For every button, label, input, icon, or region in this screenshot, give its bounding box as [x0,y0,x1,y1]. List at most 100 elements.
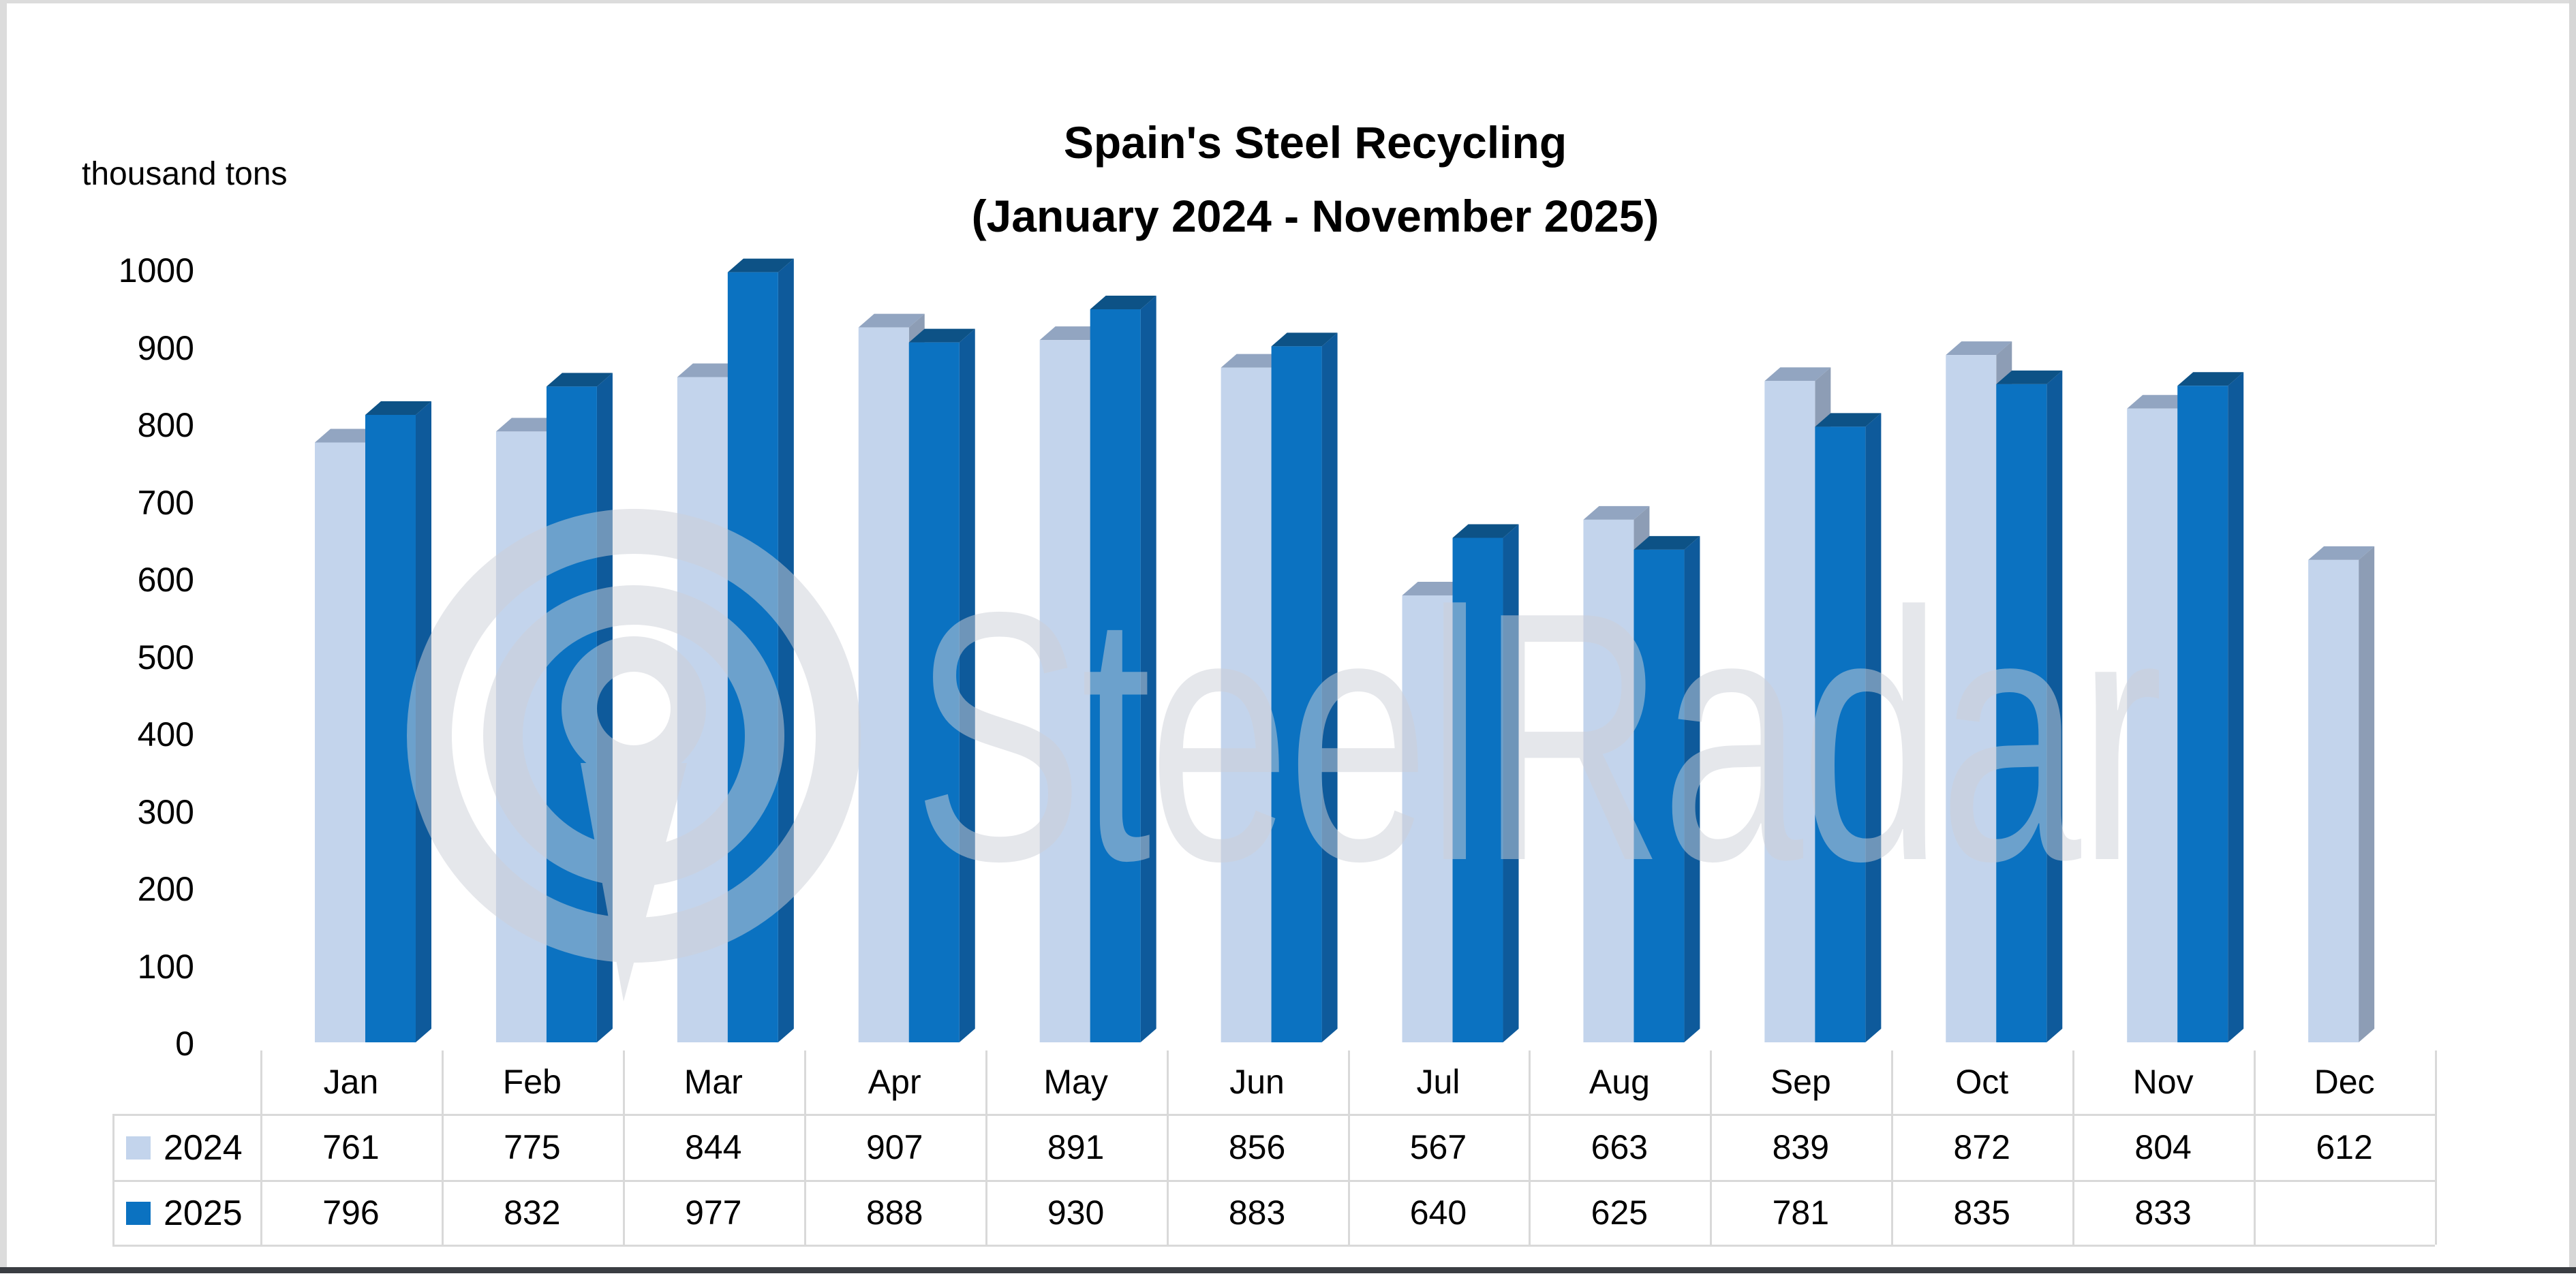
value-2024-feb: 775 [504,1128,561,1166]
month-header-oct: Oct [1955,1063,2009,1101]
bar-2024-nov-top [2127,394,2194,409]
table-grid-line [2435,1051,2438,1245]
bar-2025-apr-top [908,328,975,343]
value-2025-aug: 625 [1591,1194,1649,1232]
y-tick-label-500: 500 [137,638,194,676]
chart-title-line2: (January 2024 - November 2025) [971,191,1659,241]
bar-2024-dec-top [2308,546,2375,560]
bar-2025-oct-front [1996,384,2047,1042]
value-2024-dec: 612 [2316,1128,2373,1166]
table-grid-line [1529,1051,1531,1245]
table-grid-line [260,1051,262,1245]
bar-2025-jun-top [1271,332,1338,347]
bar-2025-apr-side [959,328,975,1043]
legend-swatch-2025 [126,1202,151,1225]
table-grid-line [1710,1051,1713,1245]
bar-2024-dec-side [2359,546,2375,1042]
chart-title: Spain's Steel Recycling (January 2024 - … [0,106,2576,253]
bar-2025-aug-side [1684,535,1700,1042]
bar-2025-may-top [1090,295,1156,309]
month-header-jul: Jul [1416,1063,1460,1101]
legend-swatch-2024 [126,1136,151,1160]
bar-2024-aug-top [1583,505,1650,520]
bar-2025-sep-front [1815,426,1866,1042]
month-header-nov: Nov [2132,1063,2194,1101]
bar-2024-dec-front [2308,559,2359,1042]
bar-2025-jan-top [365,401,431,416]
bar-2025-jul-side [1503,524,1519,1042]
bar-2024-apr-top [858,313,925,328]
value-2025-mar: 977 [685,1194,742,1232]
bar-2024-jun-top [1221,354,1287,368]
value-2025-apr: 888 [865,1194,923,1232]
value-2025-feb: 832 [504,1194,561,1232]
y-tick-label-0: 0 [175,1025,194,1063]
table-grid-line [112,1114,2436,1116]
y-tick-label-900: 900 [137,328,194,367]
frame-border-left [0,0,7,1269]
bar-2025-sep-side [1865,413,1882,1042]
value-2024-mar: 844 [685,1128,742,1166]
bar-2025-may-side [1140,295,1156,1042]
month-header-jan: Jan [323,1063,379,1101]
table-grid-line [2254,1051,2256,1245]
table-grid-line [1166,1051,1169,1245]
bar-2024-jun-front [1221,367,1272,1042]
bar-2025-may-front [1090,309,1141,1042]
bar-2024-sep-top [1764,367,1831,382]
bar-2025-nov-top [2177,372,2244,386]
value-2024-jan: 761 [322,1128,380,1166]
month-header-apr: Apr [868,1063,921,1101]
bar-2024-oct-top [1946,341,2012,356]
table-grid-line [112,1180,2436,1182]
value-2024-oct: 872 [1953,1128,2010,1166]
frame-border-right [2569,0,2576,1269]
table-grid-line [441,1051,444,1245]
bar-2025-jul-top [1452,524,1519,538]
month-header-aug: Aug [1589,1063,1650,1101]
y-tick-label-400: 400 [137,715,194,753]
bar-2025-oct-top [1996,370,2063,384]
bar-2025-nov-side [2228,372,2244,1042]
month-header-mar: Mar [684,1063,743,1101]
value-2025-nov: 833 [2134,1194,2192,1232]
bar-2024-jul-top [1402,581,1469,595]
table-grid-line [112,1114,114,1245]
y-tick-label-200: 200 [137,870,194,908]
value-2024-may: 891 [1047,1128,1105,1166]
bar-2024-oct-front [1946,355,1997,1042]
month-header-jun: Jun [1229,1063,1285,1101]
value-2025-sep: 781 [1772,1194,1830,1232]
table-grid-line [1347,1051,1350,1245]
frame-border-top [0,0,2576,3]
value-2025-jan: 796 [322,1194,380,1232]
bar-2024-nov-front [2127,408,2178,1042]
table-grid-line [622,1051,625,1245]
month-header-may: May [1043,1063,1108,1101]
y-axis-unit-label: thousand tons [82,156,288,192]
value-2025-oct: 835 [1953,1194,2010,1232]
bar-2025-feb-top [546,373,613,387]
bar-2024-jan-front [315,442,365,1042]
value-2024-apr: 907 [865,1128,923,1166]
bar-2025-jun-front [1271,346,1322,1042]
chart-title-line1: Spain's Steel Recycling [1063,117,1567,168]
frame-border-bottom [0,1267,2576,1273]
table-grid-line [2072,1051,2075,1245]
month-header-feb: Feb [502,1063,562,1101]
bar-2025-oct-side [2046,370,2063,1042]
legend-label-2024: 2024 [164,1128,243,1168]
bar-2025-aug-front [1634,549,1685,1042]
y-tick-label-700: 700 [137,483,194,522]
y-tick-label-300: 300 [137,792,194,831]
value-2024-jul: 567 [1409,1128,1467,1166]
bar-2024-jul-front [1402,595,1453,1042]
bar-2024-aug-front [1583,519,1634,1042]
bar-2024-feb-top [495,418,562,432]
table-grid-line [803,1051,806,1245]
bar-2025-jun-side [1321,332,1338,1042]
y-tick-label-800: 800 [137,406,194,444]
value-2024-jun: 856 [1228,1128,1286,1166]
month-header-sep: Sep [1770,1063,1831,1101]
